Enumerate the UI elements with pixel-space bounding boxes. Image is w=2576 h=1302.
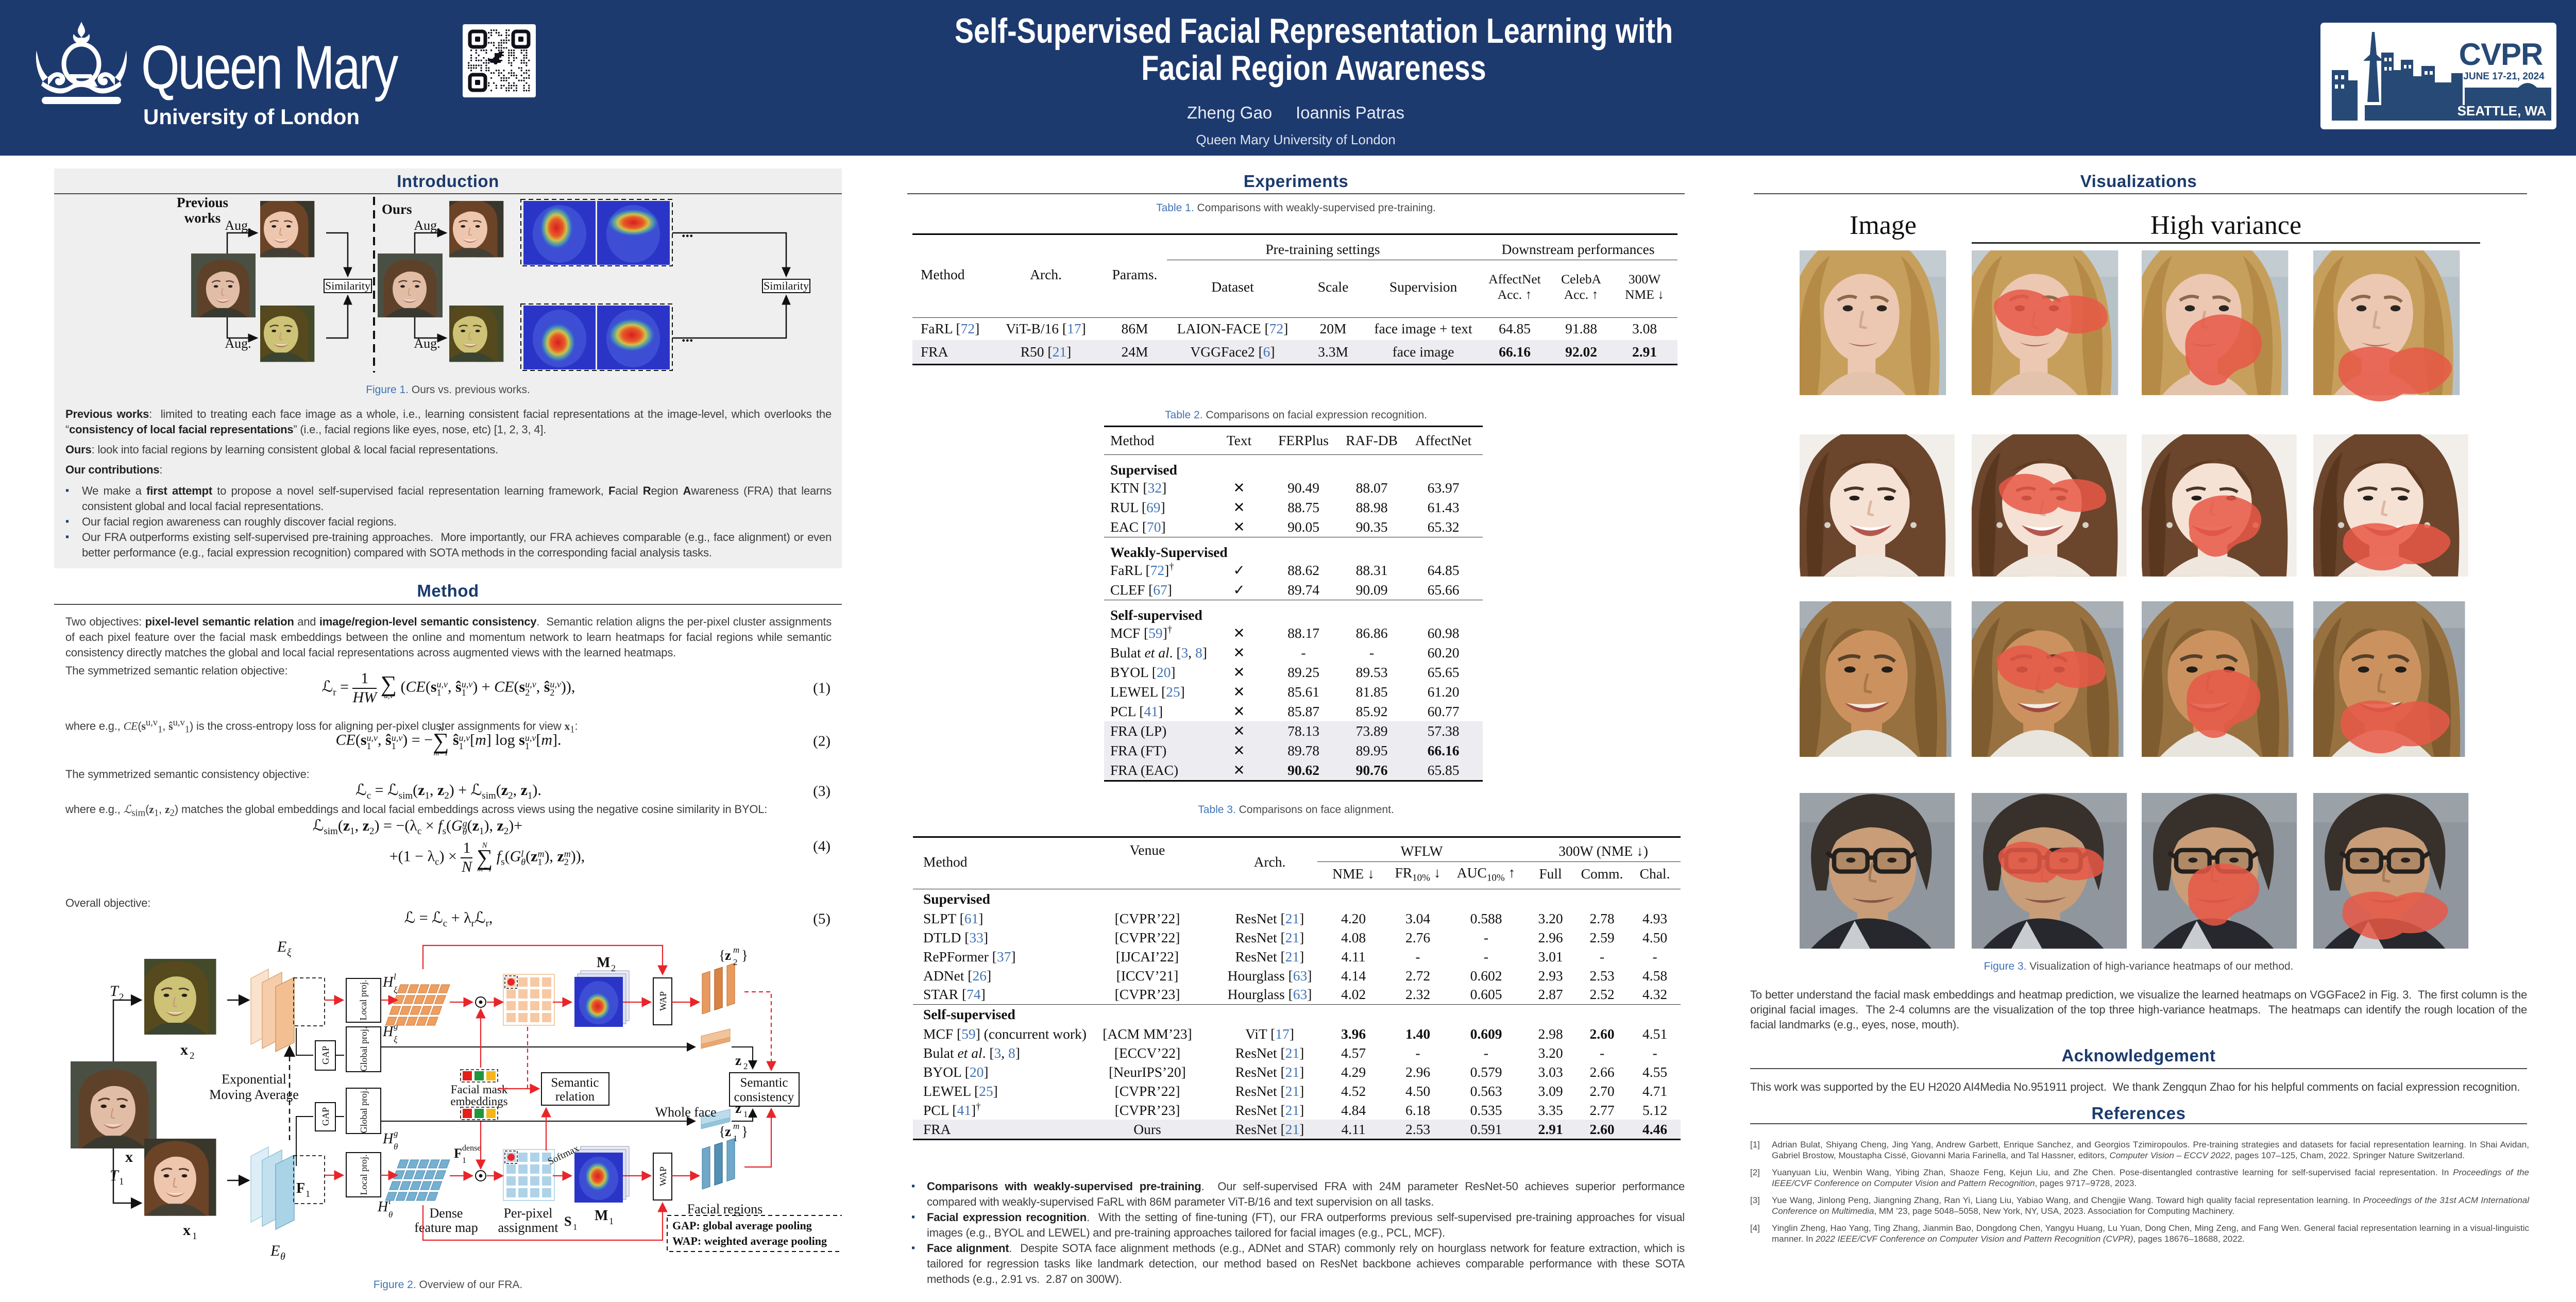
svg-text:Previous: Previous	[177, 196, 228, 210]
svg-text:z: z	[725, 1124, 731, 1139]
svg-text:2: 2	[743, 1061, 748, 1071]
svg-text:JUNE 17-21, 2024: JUNE 17-21, 2024	[2463, 71, 2545, 82]
svg-text:1: 1	[462, 1156, 466, 1165]
svg-text:z: z	[735, 1053, 741, 1068]
svg-text:1: 1	[306, 1189, 310, 1199]
svg-text:Per-pixel: Per-pixel	[504, 1206, 553, 1221]
svg-text:Global proj.: Global proj.	[359, 1027, 369, 1072]
svg-text:ξ: ξ	[394, 1035, 398, 1044]
svg-text:ξ: ξ	[287, 947, 292, 958]
svg-text:2: 2	[190, 1051, 195, 1061]
svg-text:Aug.: Aug.	[414, 218, 440, 233]
svg-text:...: ...	[682, 224, 693, 241]
svg-text:M: M	[597, 955, 610, 971]
svg-text:}: }	[741, 1124, 748, 1139]
svg-text:Local proj.: Local proj.	[359, 1155, 369, 1195]
svg-text:{: {	[719, 1124, 725, 1139]
svg-text:x: x	[125, 1148, 133, 1165]
svg-text:Local proj.: Local proj.	[358, 980, 368, 1021]
svg-text:M: M	[595, 1208, 608, 1224]
svg-text:θ: θ	[388, 1210, 393, 1220]
svg-text:Facial mask: Facial mask	[451, 1083, 508, 1096]
svg-text:θ: θ	[280, 1251, 285, 1262]
svg-text:F: F	[296, 1180, 305, 1196]
svg-text:l: l	[388, 1196, 391, 1206]
svg-text:T: T	[110, 1167, 120, 1184]
svg-text:H: H	[382, 1024, 394, 1040]
svg-text:H: H	[382, 974, 394, 990]
svg-text:GAP: global average pooling: GAP: global average pooling	[672, 1219, 812, 1232]
svg-text:Global proj.: Global proj.	[359, 1089, 369, 1134]
svg-text:Semantic: Semantic	[551, 1076, 599, 1090]
svg-text:WAP: weighted average pooling: WAP: weighted average pooling	[672, 1235, 827, 1247]
svg-text:1: 1	[119, 1176, 124, 1187]
svg-text:...: ...	[682, 328, 693, 345]
svg-text:E: E	[277, 938, 286, 955]
svg-text:1: 1	[573, 1222, 578, 1232]
svg-text:2: 2	[611, 963, 616, 973]
svg-text:dense: dense	[462, 1144, 481, 1153]
svg-text:{: {	[719, 948, 725, 963]
svg-text:Similarity: Similarity	[325, 279, 370, 292]
svg-text:feature map: feature map	[414, 1220, 478, 1235]
svg-text:H: H	[377, 1199, 389, 1215]
svg-text:1: 1	[733, 1134, 738, 1143]
svg-text:x: x	[180, 1041, 188, 1058]
svg-text:CVPR: CVPR	[2459, 37, 2543, 72]
svg-text:works: works	[184, 210, 221, 226]
svg-text:GAP: GAP	[320, 1046, 331, 1064]
svg-text:g: g	[394, 1128, 398, 1138]
svg-text:Facial regions: Facial regions	[687, 1202, 763, 1216]
svg-text:m: m	[733, 1121, 739, 1131]
svg-text:ξ: ξ	[394, 985, 398, 995]
svg-text:relation: relation	[555, 1090, 595, 1104]
svg-text:Ours: Ours	[382, 201, 412, 217]
svg-text:2: 2	[733, 957, 738, 967]
svg-text:}: }	[741, 948, 748, 963]
svg-text:S: S	[564, 1214, 571, 1229]
svg-text:Semantic: Semantic	[740, 1076, 788, 1090]
svg-text:1: 1	[609, 1216, 614, 1226]
svg-text:m: m	[733, 945, 739, 955]
svg-text:2: 2	[119, 992, 124, 1003]
svg-text:assignment: assignment	[498, 1220, 559, 1235]
svg-text:1: 1	[743, 1109, 748, 1119]
svg-text:WAP: WAP	[658, 991, 668, 1011]
svg-text:T: T	[110, 983, 120, 1000]
svg-text:SEATTLE, WA: SEATTLE, WA	[2458, 103, 2547, 119]
svg-text:x: x	[183, 1222, 191, 1239]
svg-text:z: z	[725, 948, 731, 963]
svg-text:g: g	[394, 1021, 398, 1031]
svg-text:GAP: GAP	[320, 1107, 331, 1126]
svg-text:1: 1	[192, 1231, 197, 1242]
svg-text:WAP: WAP	[658, 1166, 668, 1186]
svg-text:Whole face: Whole face	[655, 1105, 716, 1120]
svg-text:Moving Average: Moving Average	[209, 1087, 299, 1102]
svg-text:Similarity: Similarity	[764, 279, 809, 292]
svg-text:θ: θ	[394, 1142, 398, 1152]
svg-text:Exponential: Exponential	[222, 1072, 286, 1087]
svg-text:embeddings: embeddings	[450, 1095, 507, 1108]
svg-text:F: F	[454, 1146, 462, 1161]
svg-text:l: l	[394, 972, 396, 982]
svg-text:consistency: consistency	[734, 1090, 794, 1104]
svg-text:Dense: Dense	[430, 1206, 463, 1221]
svg-text:H: H	[382, 1131, 394, 1147]
svg-text:E: E	[270, 1242, 280, 1259]
svg-text:Aug.: Aug.	[225, 218, 251, 233]
